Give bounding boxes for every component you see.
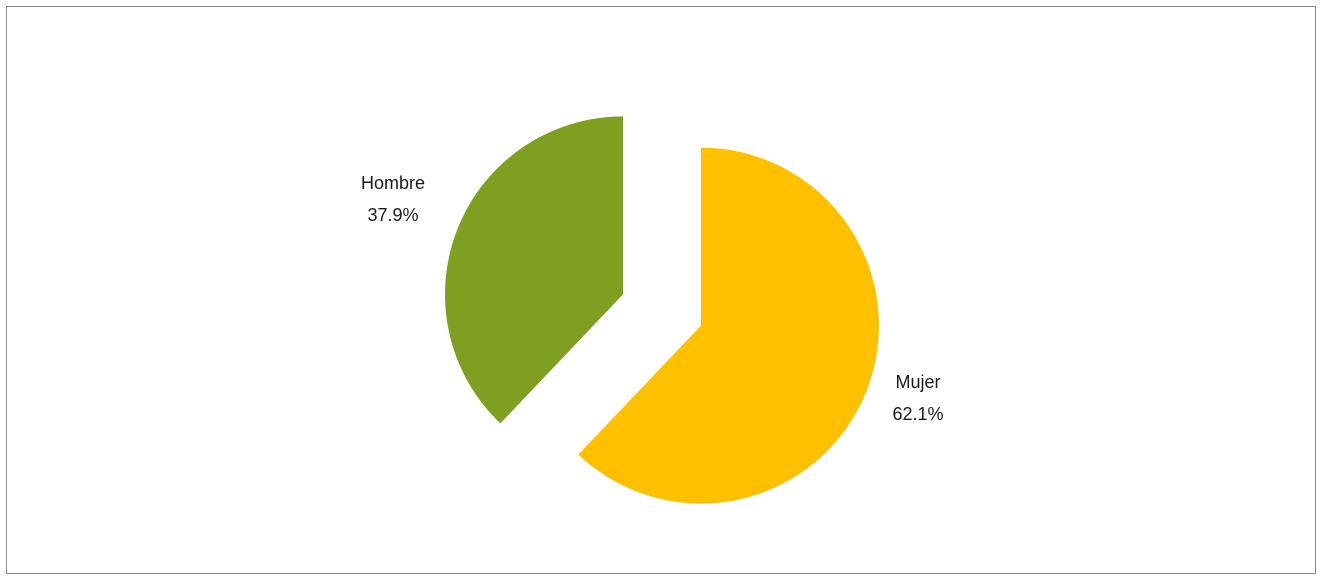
slice-percent-label: 37.9% <box>367 205 418 225</box>
data-label-mujer: Mujer 62.1% <box>892 372 943 424</box>
slice-labels: Mujer 62.1% Hombre 37.9% <box>361 173 944 424</box>
data-label-hombre: Hombre 37.9% <box>361 173 425 225</box>
slice-percent-label: 62.1% <box>892 404 943 424</box>
pie-slice-hombre <box>445 116 623 424</box>
pie-slice-mujer <box>578 147 880 504</box>
slice-category-label: Mujer <box>895 372 940 392</box>
pie-slices <box>445 116 880 504</box>
slice-category-label: Hombre <box>361 173 425 193</box>
